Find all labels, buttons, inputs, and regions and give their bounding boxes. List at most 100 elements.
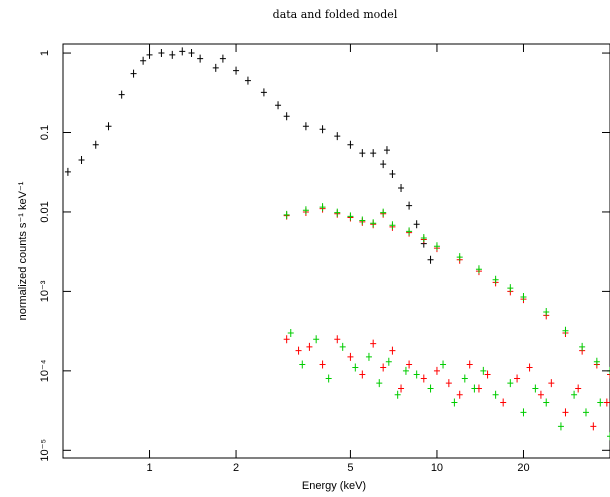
data-point xyxy=(319,360,326,369)
data-point xyxy=(461,374,468,383)
data-point xyxy=(526,363,533,372)
data-point xyxy=(339,342,346,351)
data-point xyxy=(492,275,499,284)
y-tick-label: 0.01 xyxy=(39,201,51,222)
data-point xyxy=(188,49,195,58)
data-point xyxy=(359,370,366,379)
data-point xyxy=(543,398,550,407)
data-point xyxy=(480,366,487,375)
data-point xyxy=(370,219,377,228)
data-point xyxy=(376,379,383,388)
data-point xyxy=(389,346,396,355)
data-point xyxy=(582,408,589,417)
chart-title: data and folded model xyxy=(273,8,398,21)
x-axis-label: Energy (keV) xyxy=(302,480,366,492)
data-point xyxy=(500,398,507,407)
data-point xyxy=(299,360,306,369)
data-point xyxy=(233,66,240,75)
data-point xyxy=(219,54,226,63)
plot-frame xyxy=(62,43,610,459)
data-point xyxy=(169,50,176,59)
y-tick-label: 10⁻⁵ xyxy=(39,439,51,462)
data-point xyxy=(603,398,610,407)
data-point xyxy=(385,357,392,366)
data-point xyxy=(197,54,204,63)
data-point xyxy=(456,253,463,262)
data-point xyxy=(389,221,396,230)
data-point xyxy=(275,101,282,110)
data-point xyxy=(406,201,413,210)
y-tick-label: 10⁻³ xyxy=(39,280,51,302)
data-point xyxy=(557,422,564,431)
data-point xyxy=(571,390,578,399)
data-point xyxy=(445,379,452,388)
data-point xyxy=(158,49,165,58)
data-point xyxy=(575,384,582,393)
data-point xyxy=(451,398,458,407)
data-point xyxy=(380,208,387,217)
data-point xyxy=(433,242,440,251)
data-point xyxy=(413,220,420,229)
data-point xyxy=(295,346,302,355)
data-point xyxy=(562,408,569,417)
data-point xyxy=(283,112,290,121)
data-point xyxy=(427,384,434,393)
data-point xyxy=(370,149,377,158)
data-point xyxy=(398,384,405,393)
x-tick-label: 2 xyxy=(233,462,239,474)
data-point xyxy=(507,284,514,293)
data-point xyxy=(394,390,401,399)
data-point xyxy=(413,370,420,379)
data-point xyxy=(140,56,147,65)
data-point xyxy=(92,140,99,149)
data-point xyxy=(244,76,251,85)
x-tick-label: 1 xyxy=(146,462,152,474)
data-point xyxy=(607,432,610,441)
x-tick-label: 20 xyxy=(517,462,529,474)
data-point xyxy=(406,360,413,369)
y-axis-label: normalized counts s⁻¹ keV⁻¹ xyxy=(17,181,29,320)
data-point xyxy=(347,212,354,221)
x-tick-label: 10 xyxy=(431,462,443,474)
data-point xyxy=(520,408,527,417)
data-point xyxy=(306,342,313,351)
data-point xyxy=(380,363,387,372)
data-point xyxy=(347,140,354,149)
data-point xyxy=(260,88,267,97)
data-point xyxy=(389,170,396,179)
data-point xyxy=(402,366,409,375)
data-point xyxy=(466,360,473,369)
data-point xyxy=(475,265,482,274)
x-tick-label: 5 xyxy=(347,462,353,474)
data-point xyxy=(456,390,463,399)
data-point xyxy=(105,122,112,131)
data-point xyxy=(420,374,427,383)
data-point xyxy=(313,335,320,344)
series-2 xyxy=(283,203,610,375)
data-point xyxy=(492,390,499,399)
data-point xyxy=(78,156,85,165)
data-point xyxy=(319,203,326,212)
data-point xyxy=(471,384,478,393)
data-point xyxy=(64,167,71,176)
series-1 xyxy=(283,204,610,379)
data-point xyxy=(548,379,555,388)
data-point xyxy=(597,398,604,407)
y-tick-label: 0.1 xyxy=(39,125,51,140)
data-point xyxy=(118,90,125,99)
data-point xyxy=(212,63,219,72)
series-0 xyxy=(64,47,434,264)
data-point xyxy=(283,335,290,344)
data-point xyxy=(370,339,377,348)
data-point xyxy=(334,208,341,217)
series-3 xyxy=(283,335,610,431)
data-point xyxy=(380,160,387,169)
data-point xyxy=(537,390,544,399)
y-axis-ticks: 1 0.1 0.01 10⁻³ 10⁻⁴ 10⁻⁵ xyxy=(39,50,610,462)
data-point xyxy=(514,374,521,383)
data-point xyxy=(532,384,539,393)
data-point xyxy=(179,47,186,56)
data-point xyxy=(590,422,597,431)
data-point xyxy=(543,308,550,317)
